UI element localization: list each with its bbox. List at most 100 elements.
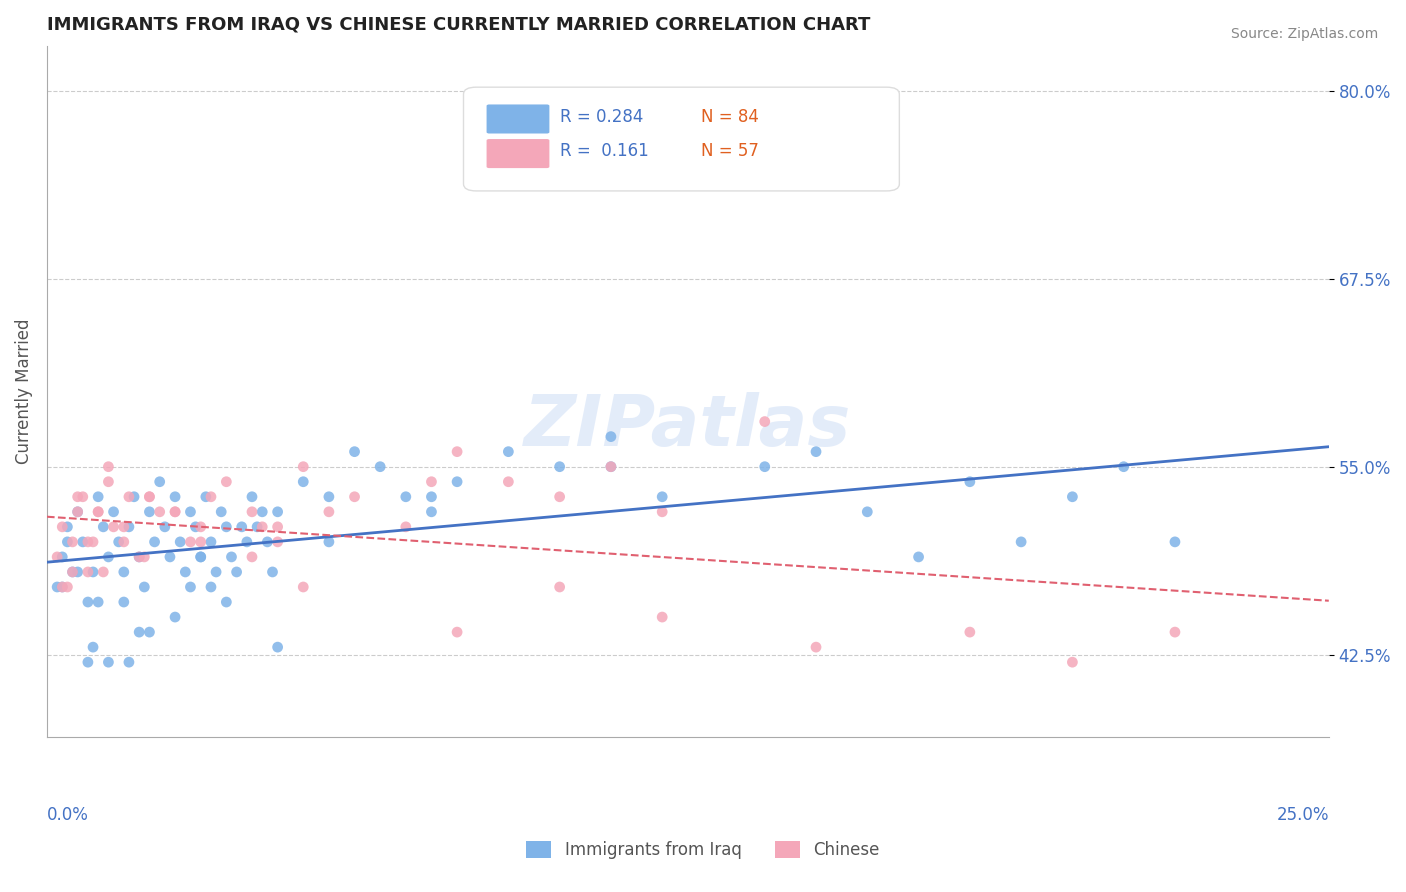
- Point: [498, 444, 520, 458]
- Point: [72, 534, 94, 549]
- Point: [51, 520, 73, 534]
- Point: [77, 655, 100, 669]
- Point: [190, 549, 212, 564]
- Point: [149, 505, 172, 519]
- Point: [82, 565, 104, 579]
- Text: N = 84: N = 84: [700, 108, 758, 126]
- Point: [221, 549, 243, 564]
- Point: [446, 444, 468, 458]
- Point: [225, 565, 247, 579]
- Point: [118, 520, 141, 534]
- Point: [190, 534, 212, 549]
- Point: [240, 490, 263, 504]
- FancyBboxPatch shape: [486, 104, 550, 134]
- Point: [179, 505, 201, 519]
- Point: [112, 520, 135, 534]
- Point: [215, 520, 238, 534]
- Point: [112, 595, 135, 609]
- Point: [266, 534, 288, 549]
- Point: [159, 549, 181, 564]
- Point: [87, 595, 110, 609]
- Point: [804, 640, 827, 654]
- Point: [200, 580, 222, 594]
- Point: [62, 565, 84, 579]
- Point: [190, 549, 212, 564]
- Text: 0.0%: 0.0%: [46, 806, 89, 824]
- Point: [1062, 490, 1084, 504]
- Point: [754, 459, 776, 474]
- Point: [600, 459, 623, 474]
- Point: [97, 459, 120, 474]
- Point: [97, 655, 120, 669]
- Point: [266, 640, 288, 654]
- Point: [240, 505, 263, 519]
- Point: [128, 625, 150, 640]
- Point: [292, 459, 315, 474]
- Point: [66, 565, 89, 579]
- Point: [318, 505, 340, 519]
- Point: [72, 490, 94, 504]
- Point: [122, 490, 145, 504]
- Point: [1010, 534, 1032, 549]
- Point: [165, 610, 187, 624]
- Point: [856, 505, 879, 519]
- Point: [194, 490, 217, 504]
- Point: [87, 490, 110, 504]
- Point: [651, 505, 673, 519]
- Point: [165, 505, 187, 519]
- Point: [77, 534, 100, 549]
- Point: [51, 580, 73, 594]
- Point: [1062, 655, 1084, 669]
- Point: [246, 520, 269, 534]
- Point: [266, 505, 288, 519]
- Point: [143, 534, 166, 549]
- Point: [82, 640, 104, 654]
- Point: [446, 625, 468, 640]
- Point: [651, 610, 673, 624]
- Point: [66, 505, 89, 519]
- Point: [200, 490, 222, 504]
- Point: [103, 505, 125, 519]
- Point: [498, 475, 520, 489]
- Point: [165, 490, 187, 504]
- Legend: Immigrants from Iraq, Chinese: Immigrants from Iraq, Chinese: [520, 834, 886, 866]
- Point: [46, 580, 69, 594]
- Point: [252, 505, 274, 519]
- Point: [134, 549, 156, 564]
- Point: [236, 534, 259, 549]
- Text: Source: ZipAtlas.com: Source: ZipAtlas.com: [1230, 27, 1378, 41]
- Point: [252, 520, 274, 534]
- Point: [343, 444, 366, 458]
- Point: [66, 505, 89, 519]
- Point: [318, 534, 340, 549]
- Point: [51, 580, 73, 594]
- Point: [87, 505, 110, 519]
- FancyBboxPatch shape: [486, 139, 550, 168]
- Point: [446, 475, 468, 489]
- Point: [118, 655, 141, 669]
- Point: [907, 549, 929, 564]
- Point: [959, 625, 981, 640]
- Point: [209, 505, 232, 519]
- Point: [754, 415, 776, 429]
- Point: [56, 534, 79, 549]
- Point: [240, 549, 263, 564]
- Point: [62, 565, 84, 579]
- Point: [179, 534, 201, 549]
- Text: IMMIGRANTS FROM IRAQ VS CHINESE CURRENTLY MARRIED CORRELATION CHART: IMMIGRANTS FROM IRAQ VS CHINESE CURRENTL…: [46, 15, 870, 33]
- Point: [149, 475, 172, 489]
- Point: [153, 520, 176, 534]
- Point: [231, 520, 253, 534]
- Point: [420, 490, 443, 504]
- Point: [1164, 625, 1187, 640]
- Point: [1164, 534, 1187, 549]
- Point: [77, 595, 100, 609]
- Y-axis label: Currently Married: Currently Married: [15, 318, 32, 464]
- Point: [190, 520, 212, 534]
- Point: [138, 490, 160, 504]
- Point: [128, 549, 150, 564]
- Point: [318, 490, 340, 504]
- Point: [262, 565, 284, 579]
- Point: [82, 534, 104, 549]
- Text: N = 57: N = 57: [700, 142, 758, 160]
